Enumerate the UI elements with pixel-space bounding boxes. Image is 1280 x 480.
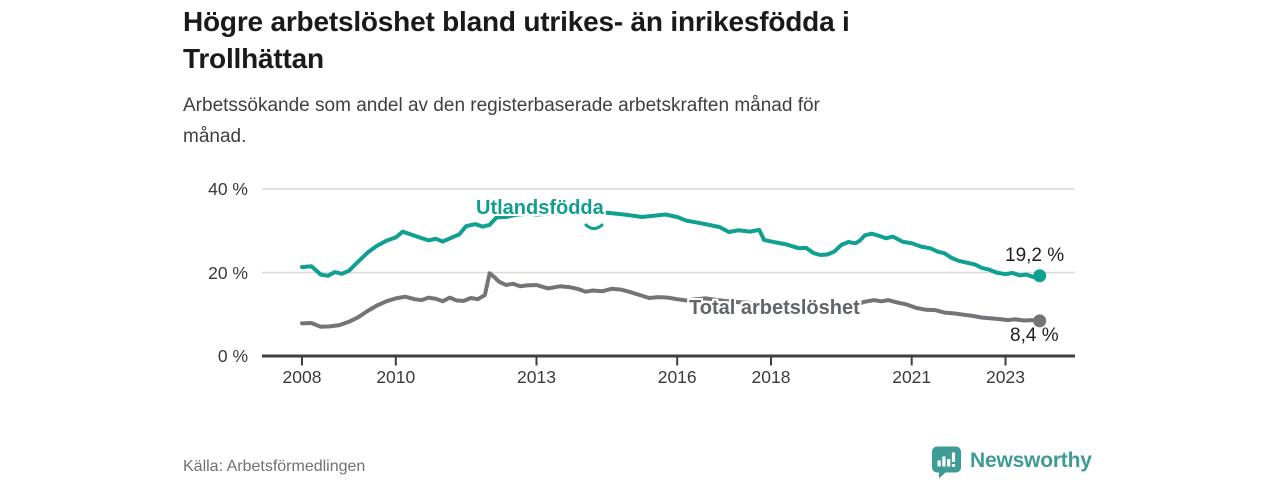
title-line-2: Trollhättan	[183, 43, 324, 74]
x-tick-label: 2021	[892, 367, 932, 387]
end-value-utlandsfodda: 19,2 %	[1005, 245, 1065, 266]
series-label-total-arbetsloshet: Total arbetslöshet	[689, 297, 860, 319]
end-dot-utlandsfodda	[1033, 269, 1047, 283]
x-tick-label: 2010	[376, 367, 416, 387]
page-title: Högre arbetslöshet bland utrikes- än inr…	[183, 3, 850, 77]
y-tick-label: 40 %	[208, 179, 248, 199]
x-tick-label: 2013	[517, 367, 556, 387]
end-dot-total-arbetsloshet	[1033, 314, 1047, 328]
x-tick-label: 2023	[986, 367, 1025, 387]
subtitle-line-1: Arbetssökande som andel av den registerb…	[183, 95, 820, 116]
title-line-1: Högre arbetslöshet bland utrikes- än inr…	[183, 6, 850, 37]
x-tick-label: 2016	[657, 367, 697, 387]
line-chart-area: Utlandsfödda Total arbetslöshet 19,2 % 8…	[180, 175, 1140, 405]
x-tick-label: 2018	[751, 367, 791, 387]
chart-subtitle: Arbetssökande som andel av den registerb…	[183, 90, 820, 152]
source-note: Källa: Arbetsförmedlingen	[183, 458, 366, 475]
y-tick-label: 0 %	[217, 346, 248, 366]
newsworthy-pin-barchart-icon	[932, 446, 961, 478]
end-value-total-arbetsloshet: 8,4 %	[1010, 325, 1059, 346]
series-line-utlandsfodda	[300, 210, 1042, 280]
series-line-total-arbetsloshet	[300, 271, 1042, 329]
line-peek-caret	[584, 223, 604, 230]
x-tick-label: 2008	[282, 367, 322, 387]
chart-canvas	[262, 188, 1075, 366]
subtitle-line-2: månad.	[183, 126, 247, 147]
newsworthy-wordmark: Newsworthy	[970, 449, 1092, 472]
newsworthy-logo: Newsworthy	[931, 445, 1092, 479]
y-tick-label: 20 %	[208, 262, 248, 283]
series-label-utlandsfodda: Utlandsfödda	[476, 197, 604, 219]
